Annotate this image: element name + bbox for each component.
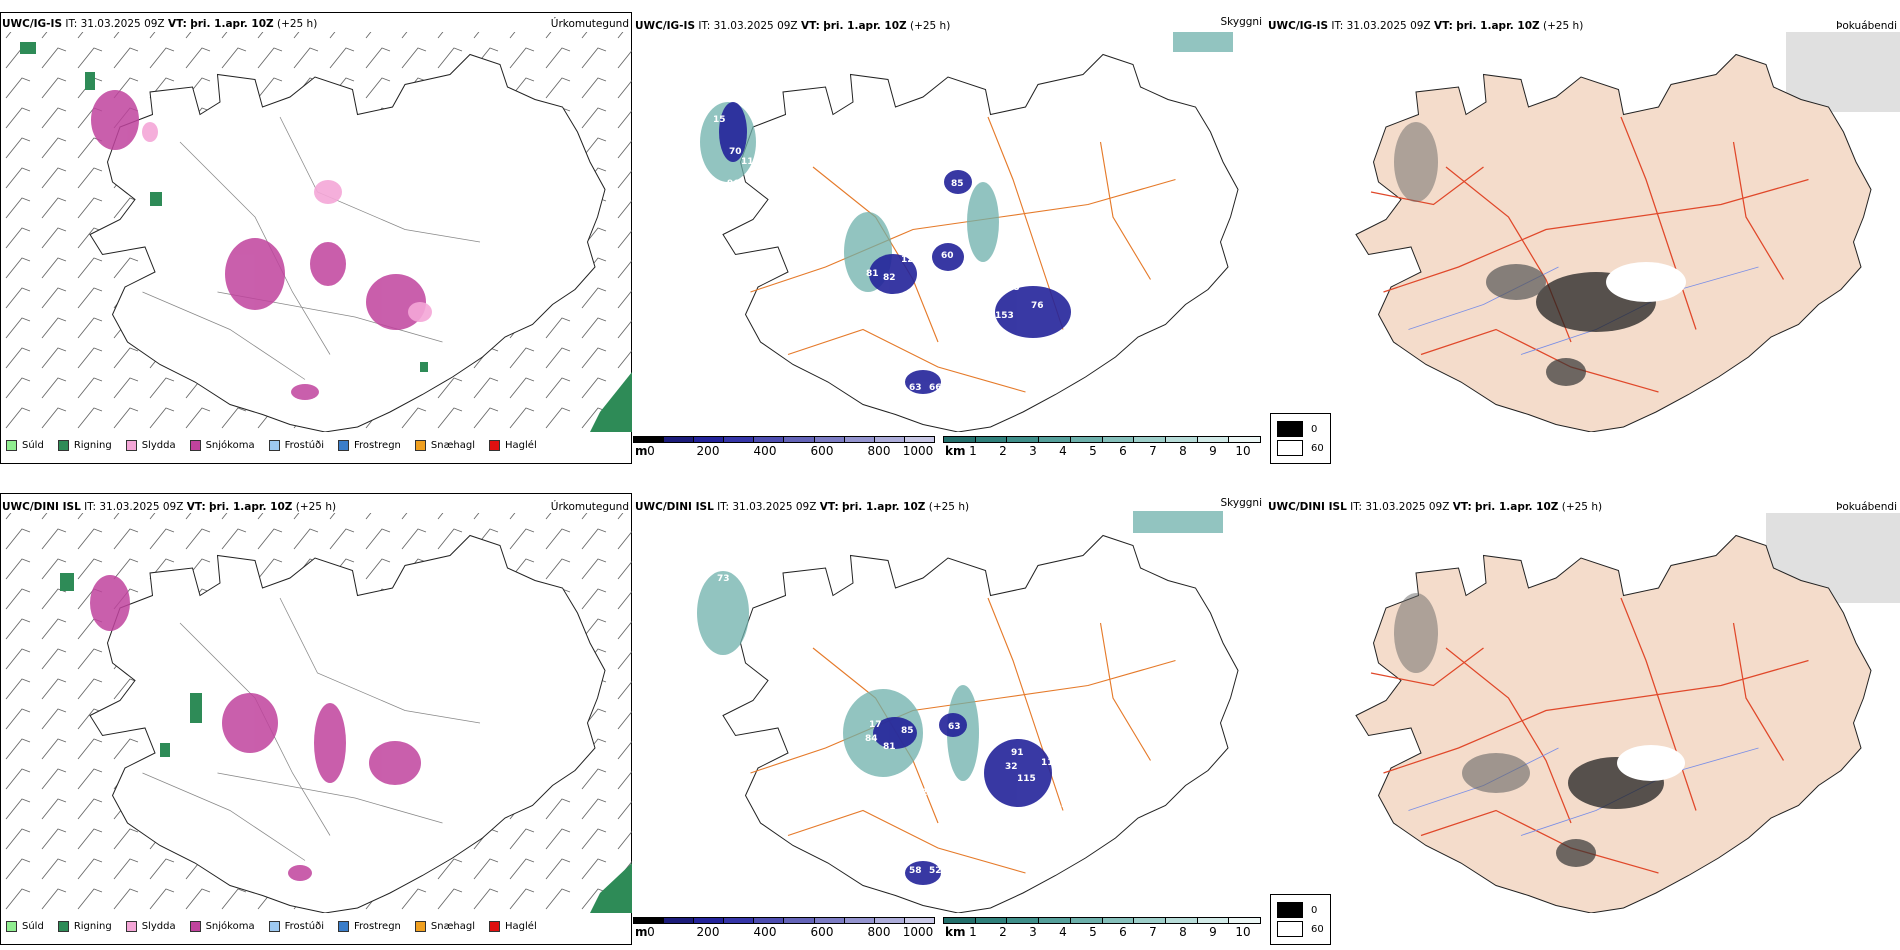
panel-title: Þokuábendi: [1836, 501, 1897, 513]
fog-panel-bottom: UWC/DINI ISL IT: 31.03.2025 09Z VT: þri.…: [1266, 493, 1900, 945]
fog-swatch: [1277, 902, 1303, 918]
vis-label: 15: [713, 115, 726, 125]
vis-label: 81: [883, 742, 896, 752]
vis-label: 12: [901, 255, 914, 265]
legend-swatch: [189, 440, 201, 451]
colorbar-m-strip: [633, 917, 935, 924]
legend-swatch: [414, 921, 426, 932]
colorbar-distance: km 1 2 3 4 5 6 7 8 9 10: [943, 436, 1261, 458]
vis-label: 17: [1073, 295, 1086, 305]
panel-header: UWC/DINI ISL IT: 31.03.2025 09Z VT: þri.…: [635, 501, 970, 513]
fog-map[interactable]: [1266, 493, 1900, 913]
colorbar-unit: km: [945, 925, 966, 939]
fog-legend: 0 60: [1270, 413, 1331, 464]
fog-map[interactable]: [1266, 12, 1900, 432]
colorbar-distance: km 1 2 3 4 5 6 7 8 9 10: [943, 917, 1261, 939]
fog-panel-top: UWC/IG-IS IT: 31.03.2025 09Z VT: þri. 1.…: [1266, 12, 1900, 464]
vis-label: 17: [869, 720, 882, 730]
vis-label: 91: [1011, 748, 1024, 758]
precip-map[interactable]: [0, 12, 632, 432]
vis-label: 96: [727, 179, 740, 189]
panel-title: Skyggni: [1220, 16, 1263, 28]
vis-label: 52: [929, 866, 942, 876]
colorbar-unit: km: [945, 444, 966, 458]
vis-label: 38: [1007, 283, 1020, 293]
vis-label: 115: [1017, 774, 1036, 784]
legend-swatch: [414, 440, 426, 451]
vis-label: 66: [929, 383, 942, 393]
vis-label: 73: [717, 574, 730, 584]
vis-label: 58: [909, 866, 922, 876]
precip-panel-top: UWC/IG-IS IT: 31.03.2025 09Z VT: þri. 1.…: [0, 12, 632, 464]
panel-header: UWC/IG-IS IT: 31.03.2025 09Z VT: þri. 1.…: [1268, 20, 1584, 32]
panel-title: Úrkomutegund: [550, 18, 629, 30]
legend-swatch: [6, 921, 17, 932]
panel-header: UWC/IG-IS IT: 31.03.2025 09Z VT: þri. 1.…: [635, 20, 951, 32]
vis-label: 95: [1055, 780, 1068, 790]
panel-title: Þokuábendi: [1836, 20, 1897, 32]
legend-swatch: [125, 921, 137, 932]
legend-swatch: [57, 440, 69, 451]
colorbar-km-strip: [943, 917, 1261, 924]
visibility-panel-top: UWC/IG-IS IT: 31.03.2025 09Z VT: þri. 1.…: [633, 12, 1265, 464]
colorbar-km-strip: [943, 436, 1261, 443]
precip-map[interactable]: [0, 493, 632, 913]
vis-label: 113: [1041, 758, 1060, 768]
vis-label: 40: [1061, 337, 1074, 347]
vis-label: 929: [915, 788, 934, 798]
vis-label: 70: [729, 147, 742, 157]
vis-label: 84: [865, 734, 878, 744]
colorbar-height: m 0 200 400 600 800 1000: [633, 917, 935, 939]
vis-label: 81: [866, 269, 879, 279]
colorbar-unit: m: [635, 444, 648, 458]
legend-swatch: [338, 440, 349, 451]
legend-swatch: [268, 440, 280, 451]
colorbar-height: m 0 200 400 600 800 1000: [633, 436, 935, 458]
visibility-panel-bottom: UWC/DINI ISL IT: 31.03.2025 09Z VT: þri.…: [633, 493, 1265, 945]
vis-label: 32: [1005, 762, 1018, 772]
visibility-map[interactable]: 73 63 17 84 81 85 929 11 91 32 113 115 9…: [633, 493, 1265, 913]
legend-swatch: [489, 440, 501, 451]
panel-header: UWC/IG-IS IT: 31.03.2025 09Z VT: þri. 1.…: [2, 18, 318, 30]
vis-label: 153: [995, 311, 1014, 321]
vis-label: 82: [883, 273, 896, 283]
vis-label: 63: [909, 383, 922, 393]
vis-label: 60: [941, 251, 954, 261]
colorbar-m-strip: [633, 436, 935, 443]
legend-swatch: [6, 440, 17, 451]
vis-label: 85: [901, 726, 914, 736]
vis-label: 11: [978, 718, 991, 728]
precip-legend: Súld Rigning Slydda Snjókoma Frostúði Fr…: [6, 921, 537, 932]
precip-legend: Súld Rigning Slydda Snjókoma Frostúði Fr…: [6, 440, 537, 451]
fog-legend: 0 60: [1270, 894, 1331, 945]
vis-label: 63: [948, 722, 961, 732]
legend-swatch: [268, 921, 280, 932]
panel-header: UWC/DINI ISL IT: 31.03.2025 09Z VT: þri.…: [2, 501, 337, 513]
fog-swatch: [1277, 421, 1303, 437]
legend-swatch: [57, 921, 69, 932]
vis-label: 11: [741, 157, 754, 167]
colorbar-unit: m: [635, 925, 648, 939]
vis-label: 85: [951, 179, 964, 189]
vis-label: 73: [729, 93, 742, 103]
panel-title: Skyggni: [1220, 497, 1263, 509]
vis-label: 33: [1021, 267, 1034, 277]
legend-swatch: [489, 921, 501, 932]
vis-label: 269: [899, 243, 918, 253]
legend-swatch: [125, 440, 137, 451]
fog-swatch: [1277, 440, 1303, 456]
legend-swatch: [338, 921, 349, 932]
vis-label: 59: [1061, 800, 1074, 810]
precip-panel-bottom: UWC/DINI ISL IT: 31.03.2025 09Z VT: þri.…: [0, 493, 632, 945]
panel-title: Úrkomutegund: [550, 501, 629, 513]
fog-swatch: [1277, 921, 1303, 937]
vis-label: 76: [1031, 301, 1044, 311]
legend-swatch: [189, 921, 201, 932]
panel-header: UWC/DINI ISL IT: 31.03.2025 09Z VT: þri.…: [1268, 501, 1603, 513]
visibility-map[interactable]: 85 60 269 12 81 82 33 38 153 76 66 63 40…: [633, 12, 1265, 432]
